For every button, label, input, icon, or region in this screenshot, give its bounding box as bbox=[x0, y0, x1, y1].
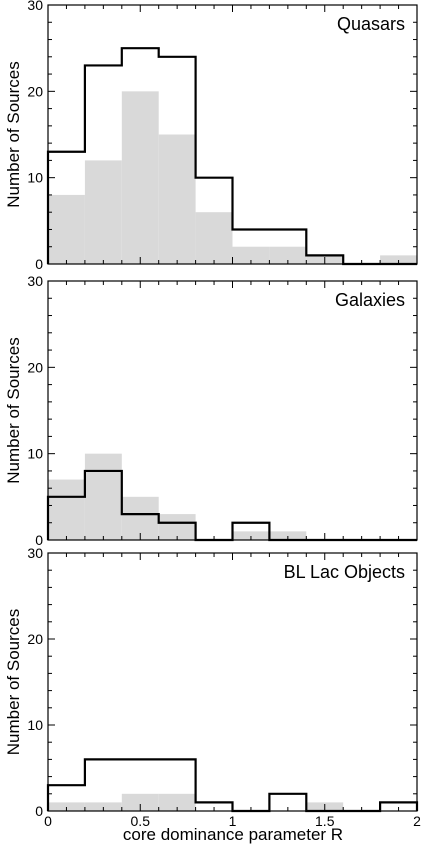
gray-bar-1-1 bbox=[84, 453, 122, 540]
x-tick-label-0: 0 bbox=[44, 813, 52, 829]
y-tick-label-0-3: 30 bbox=[27, 0, 43, 13]
y-tick-label-1-1: 10 bbox=[27, 446, 43, 462]
gray-bar-1-0 bbox=[48, 479, 85, 540]
panel-label-1: Galaxies bbox=[335, 290, 405, 310]
gray-bar-0-5 bbox=[232, 246, 270, 264]
panel-1: 0 10 20 30 Number of Sources Galaxies bbox=[4, 273, 418, 548]
panel-2: 0 10 20 30 Number of Sources BL Lac Objects bbox=[4, 545, 419, 819]
y-tick-label-2-0: 0 bbox=[35, 803, 43, 819]
panel-label-2: BL Lac Objects bbox=[284, 562, 405, 582]
y-axis-title-0: Number of Sources bbox=[4, 61, 23, 207]
gray-bar-0-3 bbox=[158, 134, 196, 264]
y-tick-label-1-0: 0 bbox=[35, 532, 43, 548]
panel-label-0: Quasars bbox=[337, 14, 405, 34]
gray-bar-0-0 bbox=[48, 194, 85, 264]
panel-0: 0 10 20 30 Number of Sources Quasars bbox=[4, 0, 418, 272]
y-axis-title-2: Number of Sources bbox=[4, 609, 23, 755]
step-outline-0 bbox=[46, 47, 417, 266]
x-axis-title: core dominance parameter R bbox=[123, 825, 343, 844]
gray-bar-0-4 bbox=[195, 212, 233, 264]
y-tick-label-0-1: 10 bbox=[27, 170, 43, 186]
gray-bar-2-1 bbox=[84, 802, 122, 811]
y-tick-label-2-2: 20 bbox=[27, 631, 43, 647]
x-tick-label-1: 0.5 bbox=[131, 813, 151, 829]
gray-bar-2-3 bbox=[158, 793, 196, 811]
gray-bar-1-3 bbox=[158, 514, 196, 540]
y-tick-label-1-3: 30 bbox=[27, 273, 43, 289]
gray-bar-2-2 bbox=[121, 793, 159, 811]
gray-bar-1-6 bbox=[269, 531, 307, 540]
gray-bar-1-2 bbox=[121, 496, 159, 540]
y-tick-label-2-3: 30 bbox=[27, 545, 43, 561]
gray-bar-1-5 bbox=[232, 531, 270, 540]
x-tick-label-4: 2 bbox=[413, 813, 421, 829]
y-axis-title-1: Number of Sources bbox=[4, 337, 23, 483]
y-tick-label-2-1: 10 bbox=[27, 717, 43, 733]
x-tick-label-3: 1.5 bbox=[315, 813, 335, 829]
y-tick-label-0-2: 20 bbox=[27, 83, 43, 99]
gray-bar-0-9 bbox=[380, 255, 417, 264]
y-tick-label-1-2: 20 bbox=[27, 359, 43, 375]
x-tick-label-2: 1 bbox=[229, 813, 237, 829]
gray-bar-2-0 bbox=[48, 802, 85, 811]
panel-frame-2 bbox=[47, 552, 418, 812]
y-tick-label-0-0: 0 bbox=[35, 256, 43, 272]
gray-bar-0-6 bbox=[269, 246, 307, 264]
gray-bar-0-1 bbox=[84, 160, 122, 264]
gray-bar-0-2 bbox=[121, 91, 159, 264]
